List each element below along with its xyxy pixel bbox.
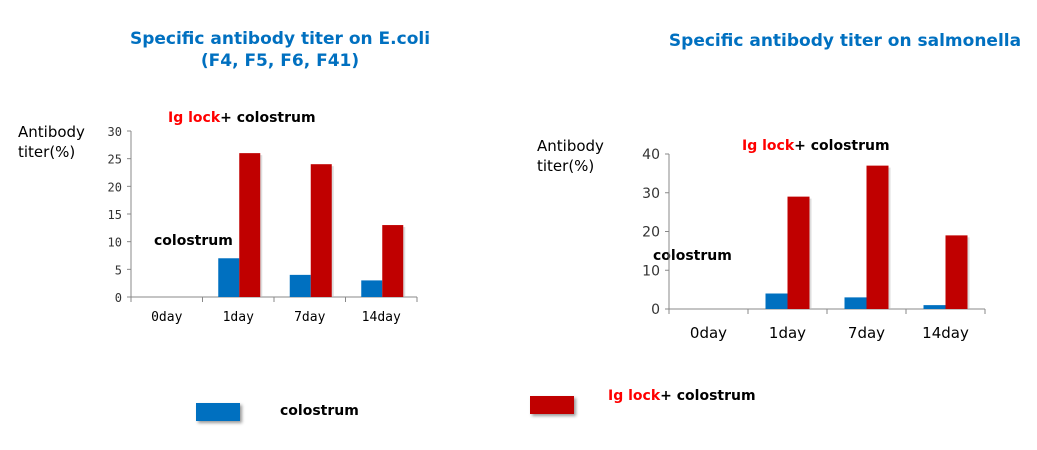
chart2-bar-iglock: [787, 196, 810, 309]
legend-swatch-colostrum: [196, 403, 240, 421]
chart2-title-line1: Specific antibody titer on salmonella: [668, 31, 1022, 51]
chart2-bar-iglock: [945, 235, 968, 309]
chart1-bar-colostrum: [289, 274, 311, 297]
chart2-annotation-colostrum: colostrum: [653, 248, 732, 264]
chart2-category-label: 7day: [848, 324, 885, 342]
chart1-annotation-colostrum: colostrum: [154, 233, 233, 249]
chart1-annotation-iglock: Ig lock+ colostrum: [168, 110, 316, 126]
chart2-ylabel: Antibody titer(%): [537, 136, 604, 176]
chart2-y-tick-label: 30: [642, 186, 660, 202]
chart1-bar-iglock: [310, 164, 332, 297]
chart2-y-tick-label: 0: [651, 302, 660, 318]
chart1-title: Specific antibody titer on E.coli (F4, F…: [120, 28, 440, 72]
chart1-title-line2: (F4, F5, F6, F41): [200, 51, 360, 71]
chart2-bar-colostrum: [923, 305, 946, 309]
chart2-bar-colostrum: [765, 293, 788, 309]
chart1-bar-iglock: [382, 225, 404, 297]
chart2-y-tick-label: 20: [642, 225, 660, 241]
chart1-ylabel: Antibody titer(%): [18, 122, 85, 162]
chart1-y-tick-label: 30: [108, 125, 122, 139]
chart2-y-tick-label: 40: [642, 147, 660, 163]
chart1-category-label: 7day: [294, 310, 325, 325]
chart2-y-tick-label: 10: [642, 263, 660, 279]
chart1-bar-iglock: [239, 153, 261, 297]
legend-label-black: + colostrum: [660, 388, 756, 404]
chart2-category-label: 1day: [769, 324, 806, 342]
chart1-ylabel-line2: titer(%): [18, 143, 76, 161]
legend-label-iglock: Ig lock+ colostrum: [608, 388, 756, 404]
chart1-annotation-black: + colostrum: [220, 110, 316, 126]
chart1-y-tick-label: 25: [108, 153, 122, 167]
chart2-title: Specific antibody titer on salmonella: [660, 30, 1030, 52]
chart1-title-line1: Specific antibody titer on E.coli: [129, 29, 431, 49]
chart1-category-label: 0day: [151, 310, 182, 325]
chart1-y-tick-label: 0: [115, 291, 122, 305]
chart1-category-label: 14day: [362, 310, 401, 325]
chart1-y-tick-label: 20: [108, 180, 122, 194]
chart2-ylabel-line1: Antibody: [537, 137, 604, 155]
chart2-bar-colostrum: [844, 297, 867, 309]
chart1-y-tick-label: 15: [108, 208, 122, 222]
chart1-category-label: 1day: [223, 310, 254, 325]
chart2-category-label: 0day: [690, 324, 727, 342]
chart1-bar-colostrum: [218, 258, 240, 297]
chart1-annotation-red: Ig lock: [168, 110, 221, 126]
chart2-bar-iglock: [866, 165, 889, 309]
chart1-y-tick-label: 10: [108, 236, 122, 250]
chart2-category-label: 14day: [922, 324, 969, 342]
chart1-y-tick-label: 5: [115, 263, 122, 277]
chart2-ylabel-line2: titer(%): [537, 157, 595, 175]
chart2-annotation-red: Ig lock: [742, 138, 795, 154]
legend-label-colostrum: colostrum: [280, 403, 359, 419]
chart2-annotation-iglock: Ig lock+ colostrum: [742, 138, 890, 154]
chart1-bar-colostrum: [361, 280, 383, 297]
legend-label-red: Ig lock: [608, 388, 661, 404]
chart2-annotation-black: + colostrum: [794, 138, 890, 154]
legend-swatch-iglock: [530, 396, 574, 414]
chart1-ylabel-line1: Antibody: [18, 123, 85, 141]
